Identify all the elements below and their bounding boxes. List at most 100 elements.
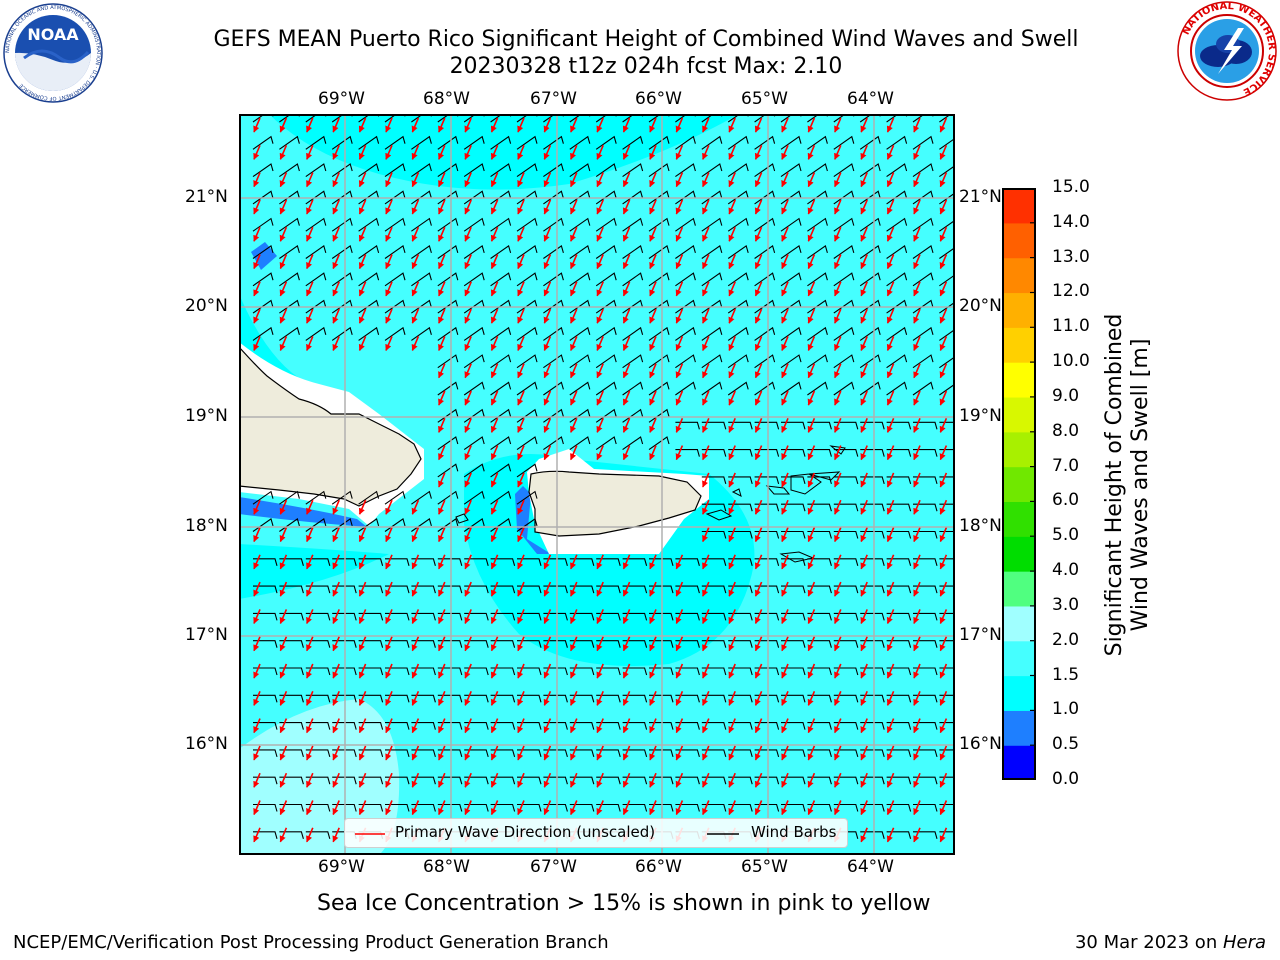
wind-barb [833,299,855,314]
wave-direction-arrow [807,663,816,679]
wave-direction-arrow [332,226,340,242]
wave-direction-arrow [306,663,314,679]
wind-barb [939,114,952,123]
wave-direction-arrow [807,636,816,652]
wind-barb [807,640,832,648]
lat-label-right-17: 17°N [959,625,1002,645]
wind-barb [596,803,621,812]
wave-direction-arrow [570,254,578,270]
wind-barb [332,612,357,621]
wave-direction-arrow [570,745,578,761]
wind-barb [754,326,776,341]
wave-direction-arrow [279,281,288,297]
wind-barb [437,163,459,178]
wave-direction-arrow [728,527,736,543]
wave-direction-arrow [834,690,842,706]
wave-direction-arrow [332,281,340,297]
colorbar-segment [1002,710,1036,746]
wave-direction-arrow [834,117,842,133]
wind-barb [912,217,934,232]
wind-barb [463,299,485,314]
wind-barb [754,354,776,369]
wave-direction-arrow [886,390,895,406]
wave-direction-arrow [517,745,525,761]
wave-direction-arrow [306,581,314,597]
wind-barb [860,558,885,566]
wind-barb [939,274,955,287]
wind-barb [780,190,802,205]
wave-direction-arrow [438,417,446,433]
wave-direction-arrow [702,417,710,433]
wind-barb [253,558,278,566]
wave-direction-arrow [754,417,763,433]
land-puerto-rico [528,470,702,537]
wave-direction-arrow [702,254,710,270]
wind-barb [516,354,538,369]
wind-barb [332,585,357,594]
wave-direction-arrow [702,636,710,652]
wind-barb [595,217,617,232]
wave-direction-arrow [306,800,314,816]
wave-direction-arrow [886,472,895,488]
wind-barb [517,640,542,648]
wave-direction-arrow [253,581,261,597]
wind-barb [252,163,274,178]
wave-direction-arrow [279,800,288,816]
lon-label-bottom-66: 66°W [635,857,682,877]
wind-barb [516,436,538,451]
wind-barb [358,245,380,259]
wave-direction-arrow [702,144,710,160]
colorbar-tick-label: 8.0 [1052,420,1080,441]
colorbar [1002,188,1036,780]
wind-barb [596,667,621,676]
wind-barb [490,749,516,758]
wind-barb [279,831,304,839]
wind-barb [543,585,568,594]
wave-direction-arrow [279,336,288,351]
wind-barb [939,694,955,696]
wave-direction-arrow [754,527,763,543]
colorbar-tick-label: 11.0 [1052,316,1090,337]
wave-direction-arrow [939,663,948,679]
wave-direction-arrow [913,199,921,215]
wind-barb [939,831,955,833]
wave-direction-arrow [517,472,525,488]
wind-barb [543,694,568,703]
wave-direction-arrow [253,172,261,188]
wind-barb [860,776,885,785]
wind-barb [833,694,859,703]
wind-barb [754,530,780,539]
wind-barb [385,612,410,621]
wind-barb [358,694,384,703]
wind-barb [727,272,749,287]
wind-barb [649,749,674,758]
lat-label-left-17: 17°N [185,625,228,645]
wind-barb [939,246,955,259]
wave-direction-arrow [728,144,736,160]
wind-barb [490,490,512,505]
wave-direction-arrow [754,636,763,652]
wave-direction-arrow [438,390,446,406]
wave-direction-arrow [702,172,710,188]
wave-direction-arrow [939,581,948,597]
wind-barb [886,381,908,396]
lat-label-right-19: 19°N [959,406,1002,426]
wave-direction-arrow [702,445,710,461]
wind-barb [595,436,617,451]
wave-direction-arrow [253,554,261,570]
wind-barb [569,408,591,423]
wave-direction-arrow [913,800,921,816]
wind-barb [411,135,432,150]
wind-barb [437,326,459,341]
wave-direction-arrow [649,581,657,597]
wave-direction-arrow [728,472,736,488]
wind-barb [595,163,617,178]
wave-direction-arrow [279,581,288,597]
wave-direction-arrow [253,745,261,761]
wind-barb [912,245,934,259]
wave-direction-arrow [570,772,578,788]
wind-barb [543,803,568,812]
wave-direction-arrow [834,527,842,543]
wind-barb [358,558,384,566]
wind-barb [701,558,727,566]
